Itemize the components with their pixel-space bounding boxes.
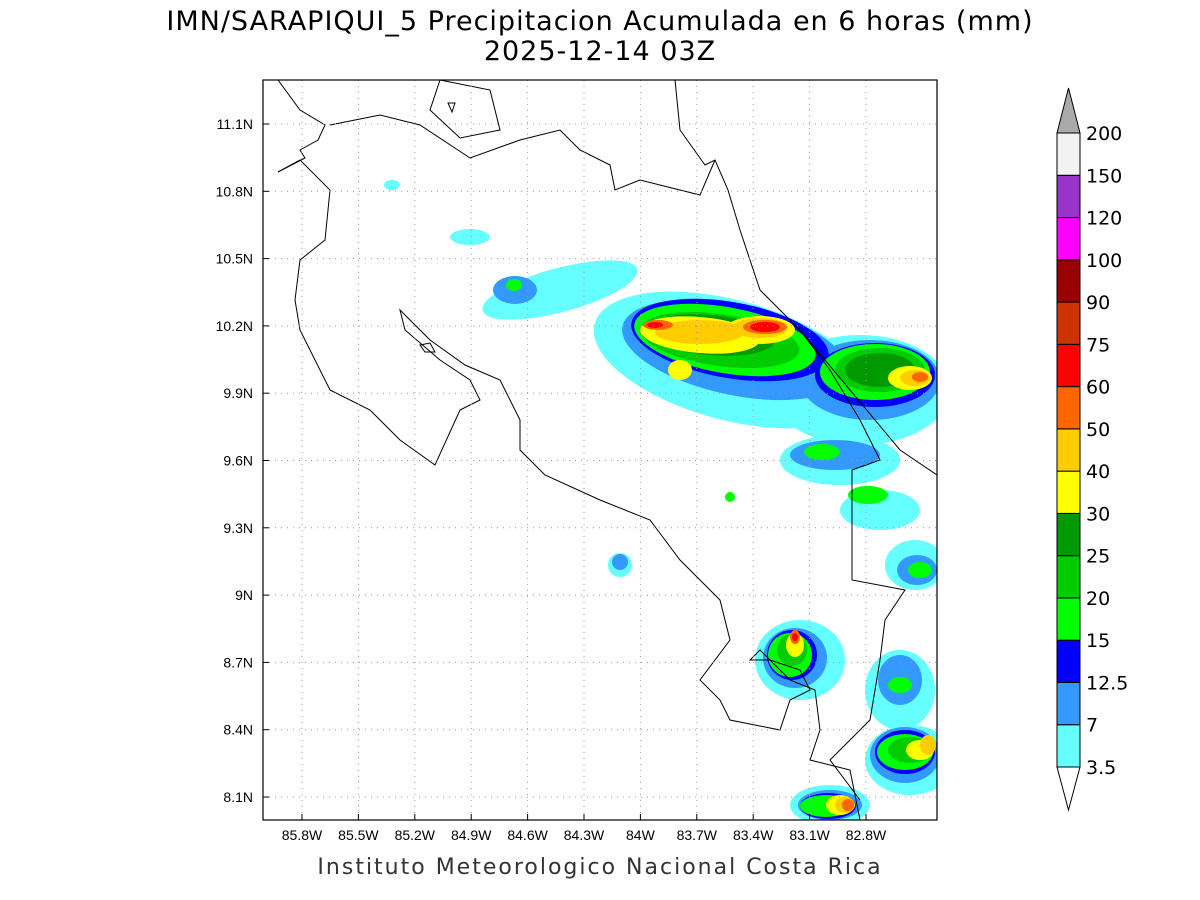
longitude-axis: 85.8W 85.5W 85.2W 84.9W 84.6W 84.3W 84W 83.7W 83… bbox=[282, 814, 887, 843]
lon-tick-label: 84.9W bbox=[451, 827, 492, 843]
colorbar-swatch bbox=[1056, 681, 1081, 726]
map-title: IMN/SARAPIQUI_5 Precipitacion Acumulada … bbox=[166, 6, 1034, 37]
colorbar-label: 75 bbox=[1086, 334, 1110, 356]
lat-tick-label: 10.8N bbox=[216, 183, 253, 199]
colorbar-swatch bbox=[1056, 639, 1081, 683]
graticule bbox=[263, 80, 937, 820]
colorbar-label: 200 bbox=[1086, 123, 1122, 145]
colorbar-label: 120 bbox=[1086, 208, 1122, 230]
colorbar-label: 100 bbox=[1086, 250, 1122, 272]
colorbar-label: 12.5 bbox=[1086, 672, 1128, 694]
colorbar-swatch bbox=[1056, 174, 1081, 219]
lat-tick-label: 8.1N bbox=[223, 789, 253, 805]
colorbar: 3.5 7 12.5 15 20 25 30 40 50 60 75 90 100 120 150 200 bbox=[1056, 87, 1128, 812]
colorbar-label: 60 bbox=[1086, 377, 1110, 399]
lon-tick-label: 83.4W bbox=[733, 827, 774, 843]
lon-tick-label: 82.8W bbox=[846, 827, 887, 843]
coastline bbox=[277, 80, 937, 820]
colorbar-label: 7 bbox=[1086, 715, 1098, 737]
map-frame bbox=[262, 79, 938, 821]
colorbar-under-triangle bbox=[1056, 766, 1081, 812]
colorbar-swatch bbox=[1056, 512, 1081, 557]
colorbar-swatch bbox=[1056, 597, 1081, 641]
colorbar-label: 30 bbox=[1086, 503, 1110, 525]
colorbar-label: 150 bbox=[1086, 165, 1122, 187]
colorbar-swatch bbox=[1056, 301, 1081, 345]
colorbar-label: 15 bbox=[1086, 630, 1110, 652]
lon-tick-label: 85.2W bbox=[395, 827, 436, 843]
colorbar-swatch bbox=[1056, 428, 1081, 472]
map-subtitle: 2025-12-14 03Z bbox=[483, 36, 717, 67]
colorbar-swatch bbox=[1056, 343, 1081, 388]
colorbar-label: 25 bbox=[1086, 546, 1110, 568]
lat-tick-label: 9N bbox=[235, 587, 253, 603]
colorbar-swatch bbox=[1056, 132, 1081, 176]
lat-tick-label: 8.4N bbox=[223, 722, 253, 738]
colorbar-label: 40 bbox=[1086, 461, 1110, 483]
lat-tick-label: 10.5N bbox=[216, 251, 253, 267]
colorbar-swatch bbox=[1056, 555, 1081, 599]
colorbar-label: 50 bbox=[1086, 419, 1110, 441]
colorbar-label: 20 bbox=[1086, 588, 1110, 610]
lat-tick-label: 9.6N bbox=[223, 453, 253, 469]
lon-tick-label: 84.6W bbox=[507, 827, 548, 843]
colorbar-swatch bbox=[1056, 217, 1081, 261]
colorbar-swatch bbox=[1056, 724, 1081, 768]
lon-tick-label: 84.3W bbox=[564, 827, 605, 843]
lat-tick-label: 9.9N bbox=[223, 385, 253, 401]
lon-tick-label: 85.5W bbox=[338, 827, 379, 843]
lon-tick-label: 84W bbox=[626, 827, 656, 843]
colorbar-label: 90 bbox=[1086, 292, 1110, 314]
lat-tick-label: 11.1N bbox=[217, 116, 253, 132]
credit-footer: Instituto Meteorologico Nacional Costa R… bbox=[317, 855, 883, 880]
lat-tick-label: 9.3N bbox=[223, 520, 253, 536]
precip-field bbox=[384, 180, 937, 820]
lon-tick-label: 83.1W bbox=[789, 827, 830, 843]
colorbar-swatch bbox=[1056, 259, 1081, 303]
colorbar-swatch bbox=[1056, 470, 1081, 514]
colorbar-label: 3.5 bbox=[1086, 757, 1116, 779]
lat-tick-label: 8.7N bbox=[223, 654, 253, 670]
latitude-axis: 11.1N 10.8N 10.5N 10.2N 9.9N 9.6N 9.3N 9N 8.7N 8.… bbox=[216, 116, 269, 805]
lon-tick-label: 85.8W bbox=[282, 827, 323, 843]
colorbar-over-triangle bbox=[1056, 87, 1081, 134]
lat-tick-label: 10.2N bbox=[216, 318, 253, 334]
lon-tick-label: 83.7W bbox=[677, 827, 718, 843]
colorbar-swatch bbox=[1056, 386, 1081, 430]
